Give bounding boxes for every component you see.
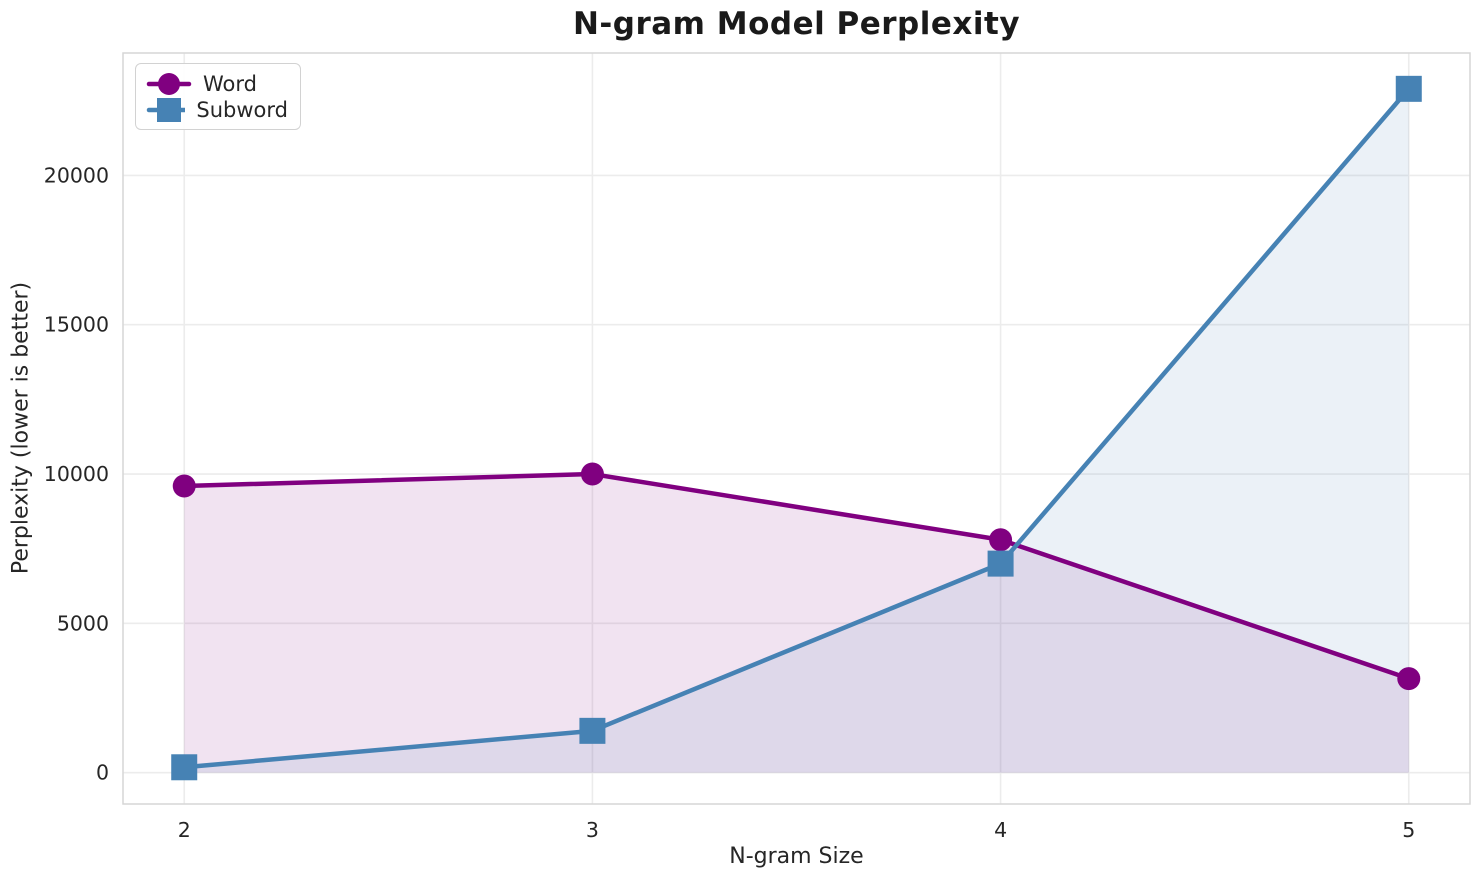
subword-marker-5 [1395, 75, 1422, 102]
subword-marker-3 [579, 717, 606, 744]
subword-line [181, 86, 1412, 770]
y-axis-label: Perplexity (lower is better) [8, 281, 34, 575]
y-tick-label-20000: 20000 [44, 163, 109, 187]
legend-item-word: Word [146, 71, 288, 97]
x-axis-label: N-gram Size [729, 844, 864, 869]
axes-frame [122, 52, 1471, 805]
x-tick-label-3: 3 [586, 818, 599, 842]
word-marker-5 [1397, 667, 1421, 691]
legend-label-subword: Subword [196, 97, 288, 122]
y-tick-label-15000: 15000 [44, 313, 109, 337]
axes-background [123, 53, 1470, 804]
x-tick-label-5: 5 [1402, 818, 1415, 842]
y-tick-label-0: 0 [96, 761, 109, 785]
subword-marker-2 [171, 754, 198, 781]
word-circle-marker-swatch [146, 73, 192, 95]
legend-item-subword: Subword [146, 97, 288, 123]
chart-title: N-gram Model Perplexity [572, 6, 1021, 42]
x-tick-label-2: 2 [178, 818, 191, 842]
legend: Word Subword [135, 63, 301, 130]
word-area-fill [184, 474, 1409, 773]
word-line [181, 471, 1412, 681]
x-tick-label-4: 4 [994, 818, 1007, 842]
word-marker-4 [989, 528, 1013, 552]
legend-label-word: Word [203, 71, 257, 96]
y-tick-label-10000: 10000 [44, 462, 109, 486]
y-tick-label-5000: 5000 [57, 611, 109, 635]
word-marker-3 [580, 462, 604, 486]
subword-square-marker-swatch [146, 98, 186, 122]
subword-area-fill [184, 88, 1409, 773]
word-marker-2 [172, 474, 196, 498]
subword-marker-4 [987, 550, 1014, 577]
